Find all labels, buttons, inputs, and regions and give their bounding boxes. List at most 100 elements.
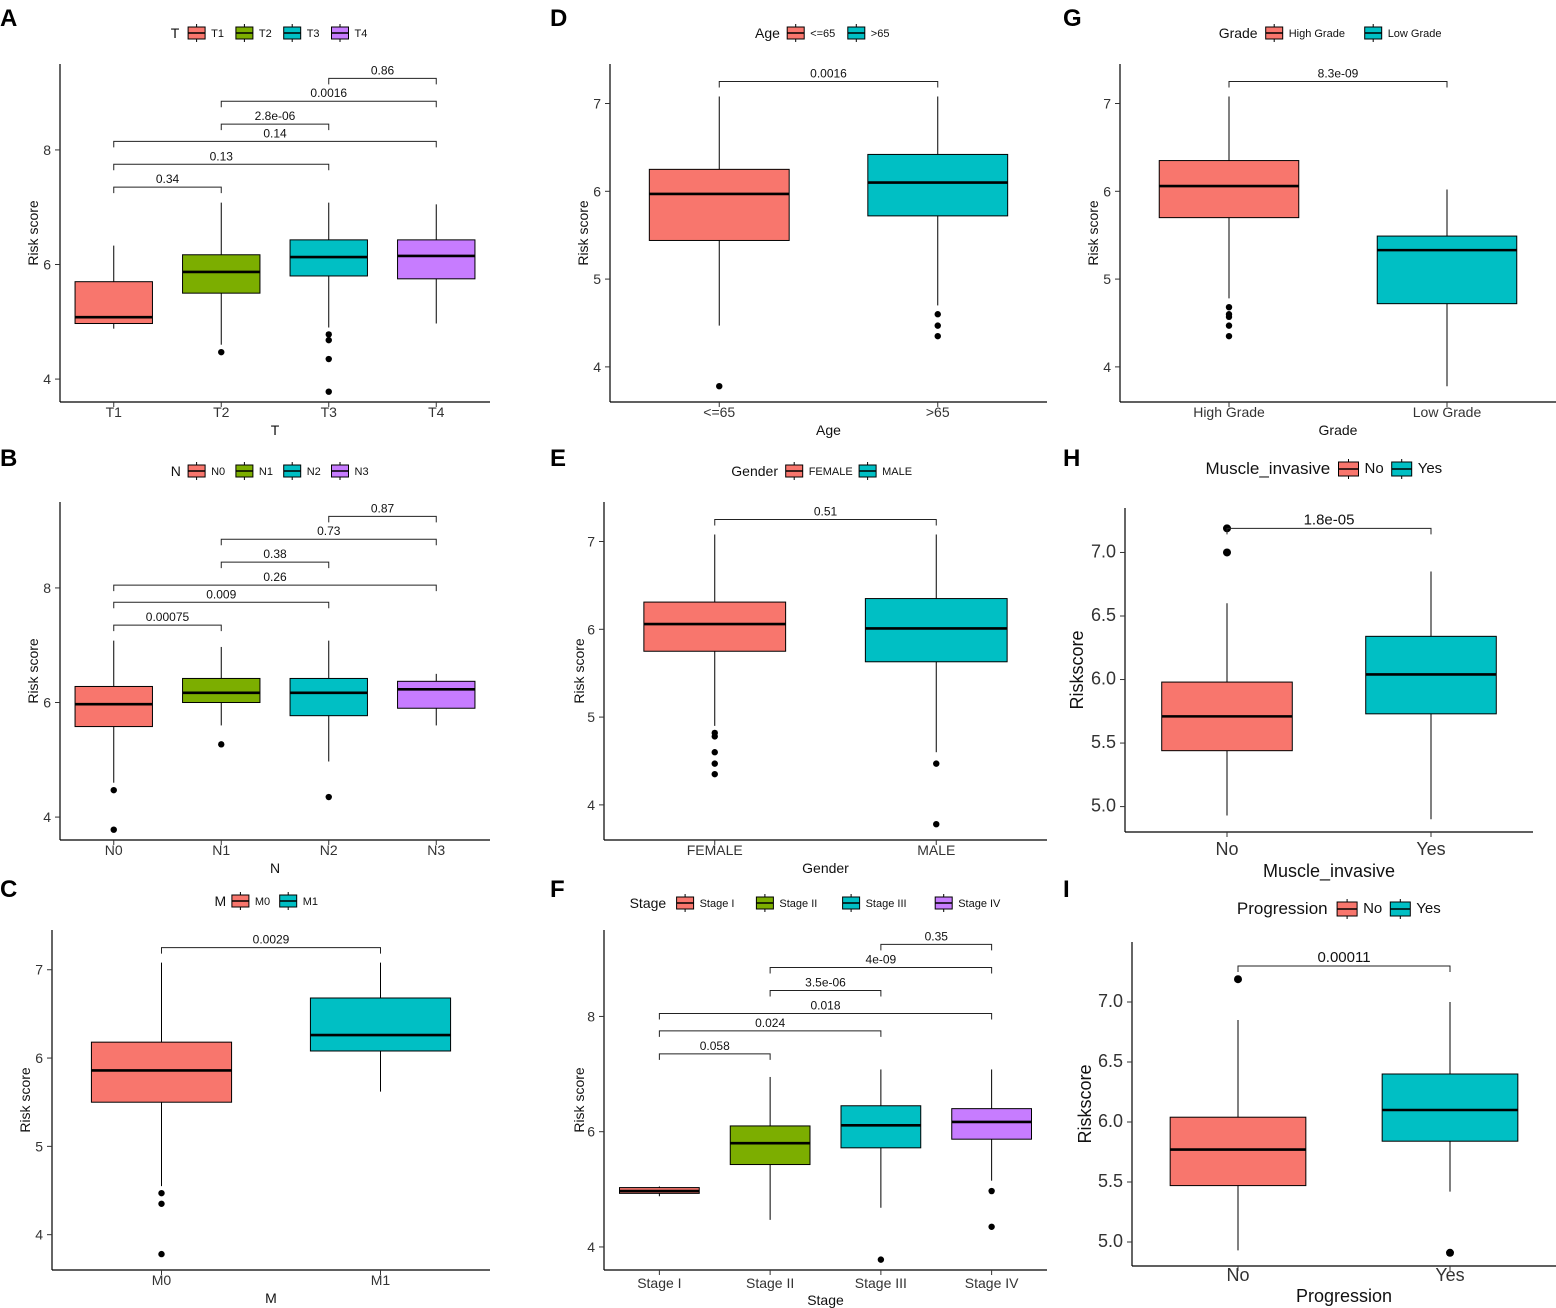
x-tick-label: Stage II: [746, 1275, 794, 1291]
y-tick-label: 7: [593, 96, 601, 112]
x-tick-label: Stage III: [855, 1275, 907, 1291]
bracket-line: [1228, 81, 1448, 88]
bracket-line: [220, 123, 330, 131]
legend-label: N2: [307, 466, 321, 478]
p-value-bracket: 0.00075: [113, 610, 222, 632]
bracket-line: [328, 515, 437, 523]
y-axis-title: Riskscore: [1075, 1064, 1095, 1143]
panel-label: G: [1063, 5, 1082, 32]
y-tick-label: 4: [587, 797, 595, 813]
outlier-point: [711, 770, 718, 778]
legend-item: T4: [331, 24, 367, 42]
legend: M M0 M1: [215, 892, 318, 910]
y-tick-label: 4: [587, 1239, 595, 1255]
outlier-point: [218, 348, 225, 356]
legend: Grade High Grade Low Grade: [1219, 24, 1442, 42]
y-tick-label: 4: [35, 1227, 43, 1243]
p-value-bracket: 0.73: [220, 524, 437, 546]
panel-c: C M M0 M1 4 5 6 7 M0 M1 M Risk score 0.0029: [0, 876, 490, 1306]
y-tick-label: 7.0: [1098, 991, 1123, 1011]
y-tick-label: 4: [43, 371, 51, 387]
legend-item: Yes: [1389, 899, 1441, 919]
x-tick-label: N3: [427, 842, 445, 858]
x-tick-label: M1: [371, 1272, 391, 1288]
legend-item: MALE: [858, 462, 912, 480]
y-tick-label: 5.5: [1091, 732, 1116, 752]
p-value-bracket: 8.3e-09: [1228, 67, 1448, 88]
outlier-point: [325, 793, 332, 801]
x-tick-label: MALE: [917, 842, 955, 858]
box-N0: [74, 640, 153, 833]
box-T4: [397, 204, 476, 324]
legend-item: M1: [279, 892, 318, 910]
y-tick-label: 7.0: [1091, 541, 1116, 561]
box-iqr: [951, 1108, 1032, 1140]
y-tick-label: 5: [593, 271, 601, 287]
x-tick-label: No: [1226, 1265, 1249, 1285]
p-value-label: 4e-09: [866, 952, 897, 966]
bracket-line: [161, 947, 381, 954]
p-value-label: 0.0029: [253, 933, 290, 947]
box-High Grade: [1158, 96, 1300, 340]
box-iqr: [182, 254, 261, 294]
outlier-point: [711, 733, 718, 740]
x-axis-title: Age: [816, 422, 841, 438]
y-tick-label: 6.5: [1098, 1051, 1123, 1071]
legend-label: M1: [303, 896, 318, 908]
legend-item: N3: [331, 462, 369, 480]
outlier-point: [110, 826, 117, 833]
box-iqr: [1158, 160, 1300, 219]
bracket-line: [769, 990, 882, 997]
p-value-label: 0.14: [263, 126, 287, 140]
p-value-label: 0.0016: [310, 86, 347, 100]
outlier-point: [325, 388, 332, 395]
x-axis-title: N: [270, 860, 280, 876]
legend-item: <=65: [786, 24, 835, 42]
box-MALE: [864, 534, 1008, 828]
p-value-label: 0.13: [210, 149, 234, 163]
bracket-line: [220, 561, 330, 569]
p-value-bracket: 0.86: [328, 63, 437, 85]
outlier-point: [110, 786, 117, 794]
x-tick-label: High Grade: [1193, 404, 1265, 420]
legend-label: MALE: [882, 466, 912, 478]
p-value-label: 0.024: [755, 1016, 785, 1030]
p-value-bracket: 0.34: [113, 172, 222, 194]
outlier-point: [325, 355, 332, 363]
box-iqr: [397, 239, 476, 280]
outlier-point: [158, 1200, 165, 1207]
legend-label: FEMALE: [809, 466, 853, 478]
x-tick-label: Yes: [1416, 839, 1445, 859]
y-tick-label: 6: [35, 1050, 43, 1066]
x-axis-title: Grade: [1319, 422, 1358, 438]
box-M1: [309, 962, 452, 1092]
p-value-bracket: 0.0029: [161, 933, 381, 954]
y-tick-label: 4: [1103, 359, 1111, 375]
p-value-label: 0.00011: [1317, 949, 1370, 966]
y-tick-label: 6.0: [1091, 669, 1116, 689]
box-Stage IV: [951, 1069, 1032, 1230]
box-iqr: [1376, 235, 1518, 305]
legend: Age <=65 >65: [755, 24, 889, 42]
outlier-point: [877, 1256, 885, 1263]
p-value-bracket: 0.14: [113, 126, 437, 148]
p-value-label: 0.34: [156, 172, 180, 186]
x-tick-label: T3: [321, 404, 338, 420]
p-value-bracket: 0.058: [658, 1039, 771, 1060]
p-value-bracket: 3.5e-06: [769, 976, 882, 997]
p-value-bracket: 1.8e-05: [1226, 511, 1432, 535]
y-tick-label: 5.0: [1091, 796, 1116, 816]
y-tick-label: 6: [43, 257, 51, 273]
legend-title: T: [171, 25, 180, 41]
y-tick-label: 6.5: [1091, 605, 1116, 625]
bracket-line: [113, 624, 222, 632]
legend-label: T3: [307, 28, 320, 40]
panel-label: D: [550, 5, 567, 32]
legend-item: T3: [283, 24, 320, 42]
y-tick-label: 6: [587, 621, 595, 637]
legend-item: Stage IV: [934, 894, 1001, 912]
x-tick-label: M0: [152, 1272, 172, 1288]
legend-title: N: [171, 463, 181, 479]
x-tick-label: N0: [105, 842, 123, 858]
legend-label: Stage I: [700, 898, 735, 910]
